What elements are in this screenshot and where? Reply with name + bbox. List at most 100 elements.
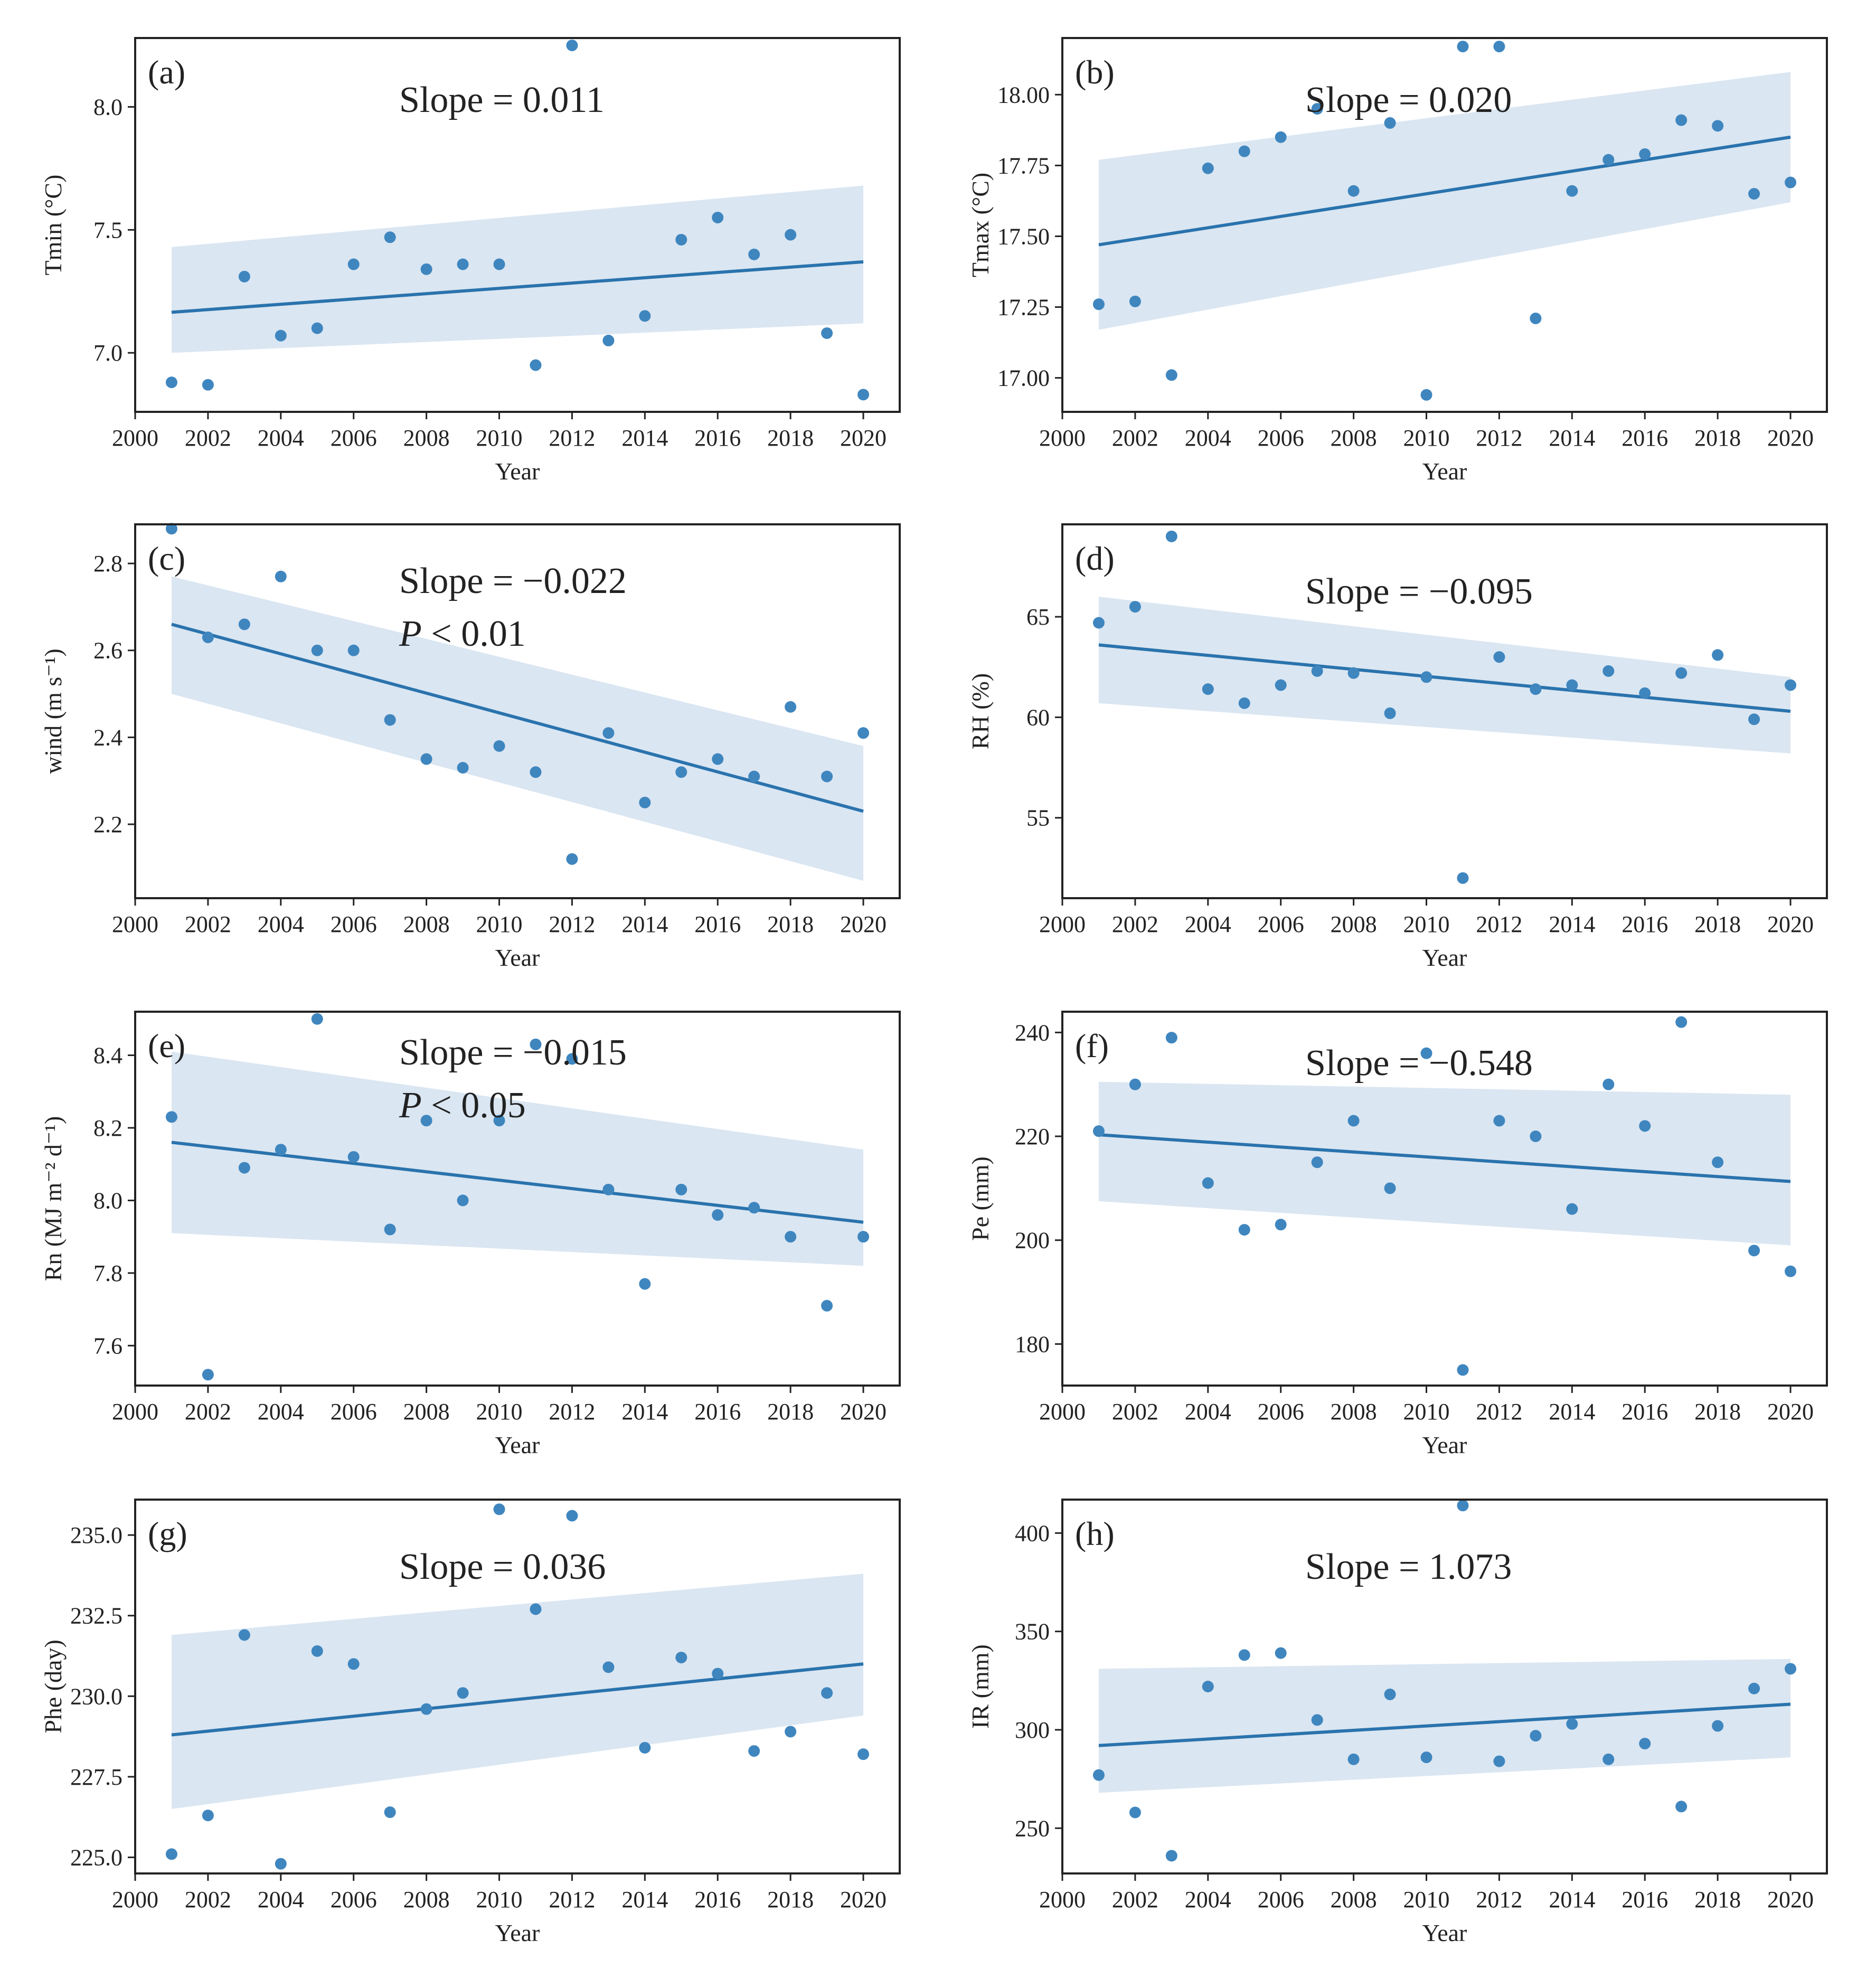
data-point-2017 xyxy=(1675,1016,1688,1028)
x-axis-title: Year xyxy=(1422,1919,1467,1946)
x-tick-label: 2002 xyxy=(1112,1887,1158,1913)
data-point-2009 xyxy=(457,1687,469,1699)
data-point-2011 xyxy=(1457,41,1469,53)
x-tick-label: 2010 xyxy=(1403,1887,1450,1913)
data-point-2018 xyxy=(1712,1156,1724,1169)
data-point-2001 xyxy=(1092,1769,1105,1781)
x-tick-label: 2010 xyxy=(476,1887,523,1913)
data-point-2004 xyxy=(275,1144,287,1156)
x-tick-label: 2010 xyxy=(1403,911,1450,937)
data-point-2006 xyxy=(347,644,360,656)
data-point-2019 xyxy=(1748,713,1760,726)
data-point-2010 xyxy=(493,740,505,752)
slope-annotation: Slope = 1.073 xyxy=(1305,1547,1512,1587)
x-tick-label: 2016 xyxy=(694,1887,741,1913)
x-tick-label: 2018 xyxy=(767,425,814,451)
data-point-2005 xyxy=(311,1645,323,1657)
x-tick-label: 2006 xyxy=(331,1399,377,1425)
data-point-2018 xyxy=(785,1726,797,1738)
data-point-2009 xyxy=(1384,1182,1396,1194)
data-point-2004 xyxy=(275,1858,287,1870)
data-point-2019 xyxy=(1748,188,1760,200)
confidence-band xyxy=(171,576,864,881)
data-point-2019 xyxy=(821,770,833,783)
data-point-2016 xyxy=(1639,148,1651,160)
plot-frame xyxy=(134,37,901,413)
data-point-2016 xyxy=(712,753,724,765)
x-tick-label: 2006 xyxy=(331,425,377,451)
regression-line xyxy=(1098,135,1791,247)
x-tick-label: 2020 xyxy=(1767,1887,1814,1913)
y-tick-label: 8.0 xyxy=(93,1188,122,1213)
plot-frame xyxy=(1061,523,1828,899)
data-point-2006 xyxy=(1275,679,1287,691)
x-tick-label: 2016 xyxy=(694,425,741,451)
y-tick-label: 2.2 xyxy=(93,812,122,837)
data-point-2003 xyxy=(238,1162,250,1174)
slope-annotation: Slope = −0.015 xyxy=(399,1032,627,1073)
x-tick-label: 2000 xyxy=(112,1399,158,1425)
y-tick-label: 250 xyxy=(1015,1815,1050,1841)
data-point-2009 xyxy=(457,258,469,270)
plot-frame xyxy=(134,1011,901,1387)
panel-h: 2000 2002 2004 2006 2008 2010 2012 2014 2016 2018… xyxy=(967,1499,1828,1946)
slope-annotation: Slope = 0.036 xyxy=(399,1547,606,1587)
data-point-2019 xyxy=(1748,1245,1760,1257)
x-tick-label: 2020 xyxy=(1767,1399,1814,1425)
data-point-2008 xyxy=(420,753,432,765)
panel-d: 2000 2002 2004 2006 2008 2010 2012 2014 2016 2018… xyxy=(967,523,1828,971)
data-point-2011 xyxy=(1457,1500,1469,1512)
y-tick-label: 2.4 xyxy=(93,724,122,750)
y-tick-label: 225.0 xyxy=(70,1844,122,1870)
data-point-2012 xyxy=(1493,1115,1505,1127)
data-point-2014 xyxy=(639,310,651,322)
data-point-2009 xyxy=(457,762,469,774)
confidence-band xyxy=(171,1574,864,1809)
x-tick-label: 2018 xyxy=(1694,911,1741,937)
x-tick-label: 2004 xyxy=(258,911,304,937)
x-tick-label: 2002 xyxy=(1112,425,1158,451)
data-point-2014 xyxy=(1566,679,1578,691)
data-point-2009 xyxy=(1384,1688,1396,1700)
data-point-2008 xyxy=(420,1703,432,1715)
x-tick-label: 2006 xyxy=(1258,1399,1304,1425)
data-point-2011 xyxy=(1457,1364,1469,1376)
regression-line xyxy=(171,623,864,813)
x-tick-label: 2012 xyxy=(549,1399,595,1425)
x-tick-label: 2004 xyxy=(1185,1887,1231,1913)
x-tick-label: 2010 xyxy=(476,1399,523,1425)
data-point-2002 xyxy=(1129,1806,1141,1819)
data-point-2005 xyxy=(1238,145,1250,157)
data-point-2001 xyxy=(1092,617,1105,629)
data-point-2012 xyxy=(566,853,578,865)
x-tick-label: 2004 xyxy=(258,425,304,451)
x-tick-label: 2006 xyxy=(331,911,377,937)
data-point-2013 xyxy=(1530,683,1542,695)
data-point-2015 xyxy=(1602,1078,1615,1090)
panel-label: (a) xyxy=(148,53,185,91)
y-tick-label: 235.0 xyxy=(70,1522,122,1548)
data-point-2019 xyxy=(1748,1682,1760,1694)
confidence-band xyxy=(1098,597,1791,753)
data-point-2005 xyxy=(1238,697,1250,709)
x-tick-label: 2004 xyxy=(258,1399,304,1425)
panel-b: 2000 2002 2004 2006 2008 2010 2012 2014 2016 2018… xyxy=(967,37,1828,485)
data-point-2002 xyxy=(1129,601,1141,613)
data-point-2009 xyxy=(457,1194,469,1207)
data-point-2019 xyxy=(821,1299,833,1312)
data-point-2018 xyxy=(785,1231,797,1243)
p-value-text: < 0.01 xyxy=(422,614,526,654)
y-tick-label: 55 xyxy=(1026,805,1050,831)
panel-a: 2000 2002 2004 2006 2008 2010 2012 2014 2016 2018… xyxy=(40,37,901,485)
regression-line xyxy=(171,1141,864,1224)
data-point-2017 xyxy=(1675,114,1688,126)
data-point-2007 xyxy=(384,231,396,243)
data-point-2010 xyxy=(493,1115,505,1127)
y-tick-label: 7.8 xyxy=(93,1260,122,1286)
data-point-2004 xyxy=(1202,683,1214,695)
x-tick-label: 2008 xyxy=(403,911,450,937)
data-point-2008 xyxy=(1347,185,1360,197)
x-tick-label: 2000 xyxy=(1039,425,1086,451)
data-point-2016 xyxy=(712,212,724,224)
data-point-2020 xyxy=(1785,176,1797,189)
